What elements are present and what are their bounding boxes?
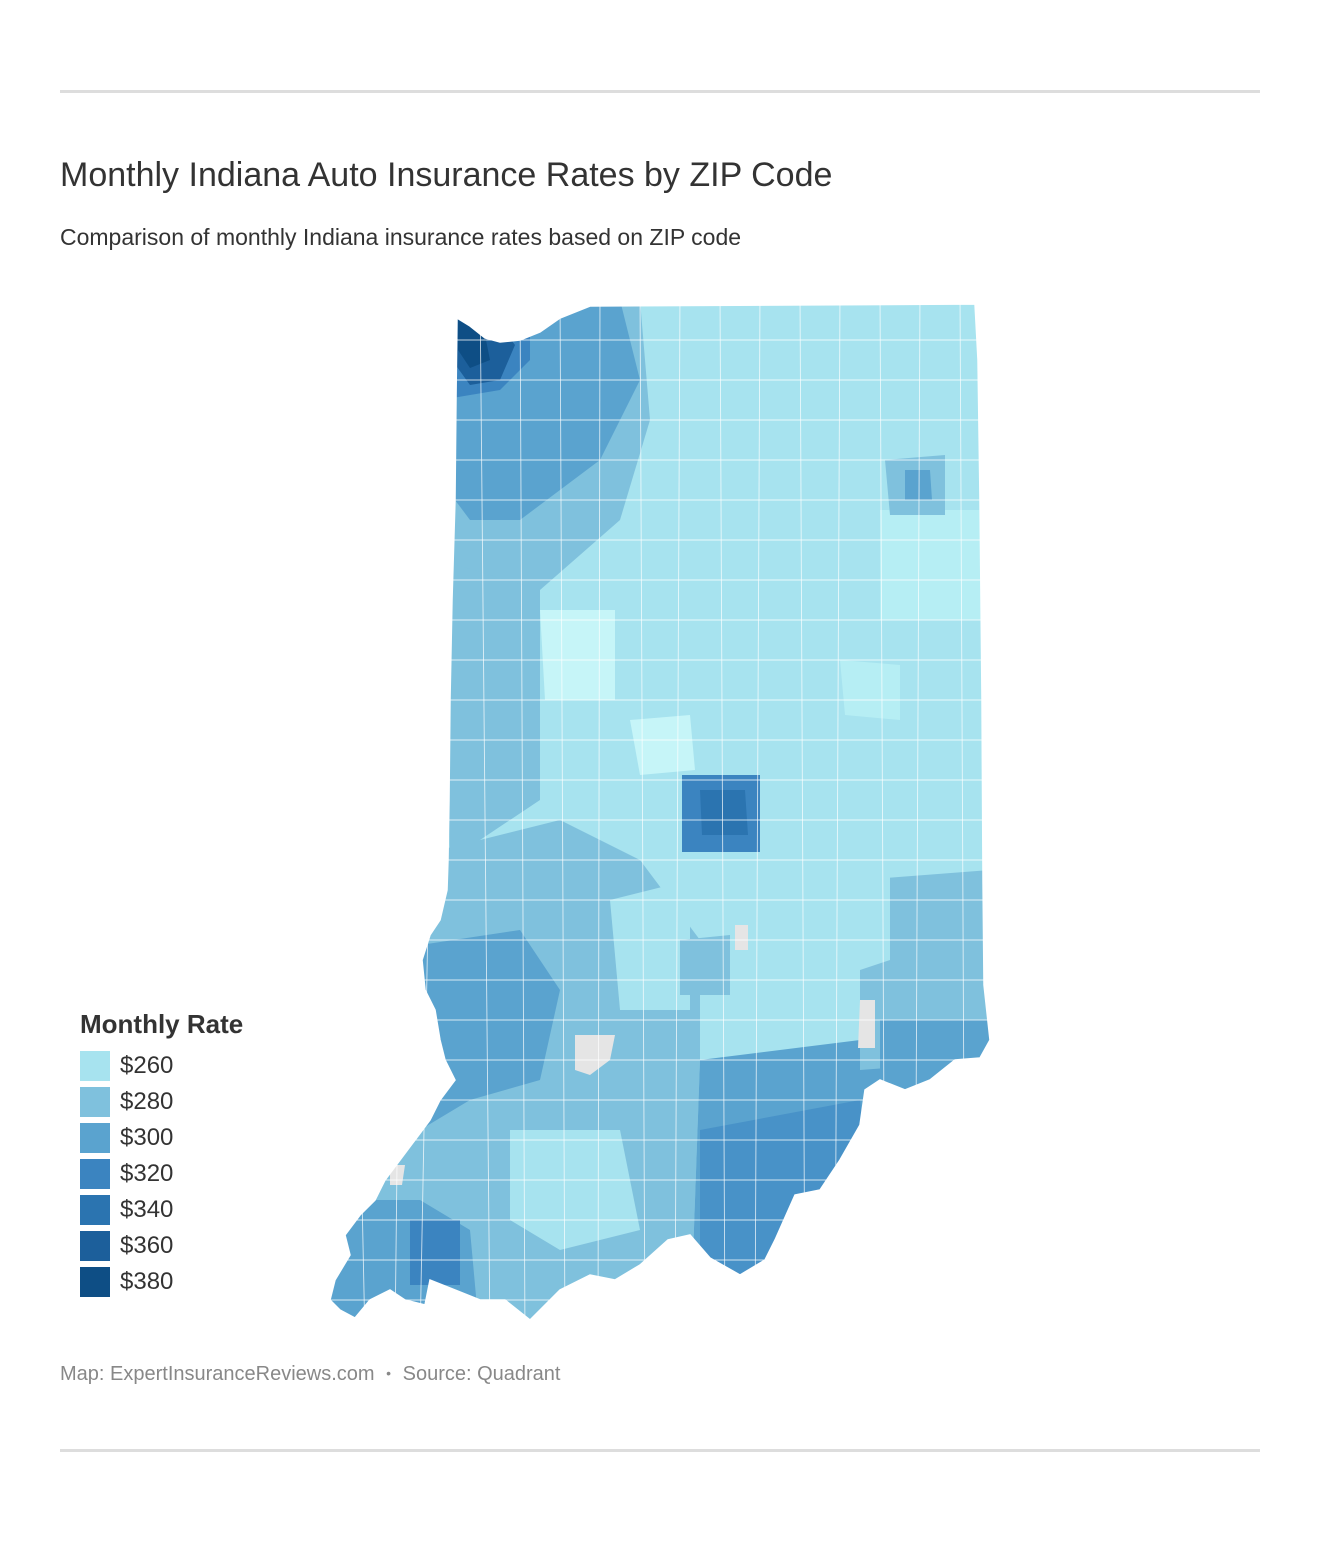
region-dearborn — [880, 1020, 990, 1090]
legend-swatch — [80, 1087, 110, 1117]
region-west-central — [440, 560, 540, 860]
region-delaware — [840, 660, 900, 720]
page-subtitle: Comparison of monthly Indiana insurance … — [60, 224, 742, 250]
map-legend: Monthly Rate $260 $280 $300 $320 $340 $3… — [80, 1008, 243, 1300]
legend-item: $360 — [80, 1228, 243, 1264]
legend-item: $260 — [80, 1048, 243, 1084]
legend-item: $340 — [80, 1192, 243, 1228]
top-divider — [60, 90, 1260, 93]
legend-item: $320 — [80, 1156, 243, 1192]
legend-title: Monthly Rate — [80, 1009, 244, 1039]
no-data-area — [735, 925, 748, 950]
region-jeffersonville — [700, 1100, 870, 1290]
region-boone — [630, 715, 695, 775]
legend-label: $360 — [120, 1232, 174, 1259]
legend-item: $380 — [80, 1264, 243, 1300]
legend-swatch — [80, 1231, 110, 1261]
legend-swatch — [80, 1267, 110, 1297]
region-indianapolis-core — [700, 790, 748, 835]
source-credit: Source: Quadrant — [402, 1363, 561, 1385]
legend-label: $260 — [120, 1052, 174, 1079]
legend-swatch — [80, 1195, 110, 1225]
legend-swatch — [80, 1123, 110, 1153]
legend-swatch — [80, 1051, 110, 1081]
region-evansville-core — [410, 1220, 460, 1285]
bottom-divider — [60, 1449, 1260, 1452]
zip-boundaries — [330, 304, 990, 1320]
legend-label: $380 — [120, 1268, 174, 1295]
region-bartholomew — [720, 860, 890, 990]
legend-label: $320 — [120, 1160, 174, 1187]
legend-item: $300 — [80, 1120, 243, 1156]
region-owen — [610, 880, 690, 1010]
region-fort-wayne-core — [905, 470, 932, 500]
region-jay — [880, 510, 985, 620]
no-data-area — [858, 1000, 875, 1048]
no-data-area — [575, 1035, 615, 1075]
region-morgan — [680, 935, 730, 995]
legend-label: $340 — [120, 1196, 174, 1223]
region-gary-core — [458, 320, 490, 368]
legend-label: $280 — [120, 1088, 174, 1115]
map-credit: Map: ExpertInsuranceReviews.com — [60, 1363, 375, 1385]
region-lafayette — [540, 610, 615, 700]
footer-separator: • — [386, 1365, 392, 1381]
legend-swatch — [80, 1159, 110, 1189]
map-footer: Map: ExpertInsuranceReviews.com • Source… — [60, 1363, 560, 1386]
legend-label: $300 — [120, 1124, 174, 1151]
legend-item: $280 — [80, 1084, 243, 1120]
page-title: Monthly Indiana Auto Insurance Rates by … — [60, 156, 833, 194]
